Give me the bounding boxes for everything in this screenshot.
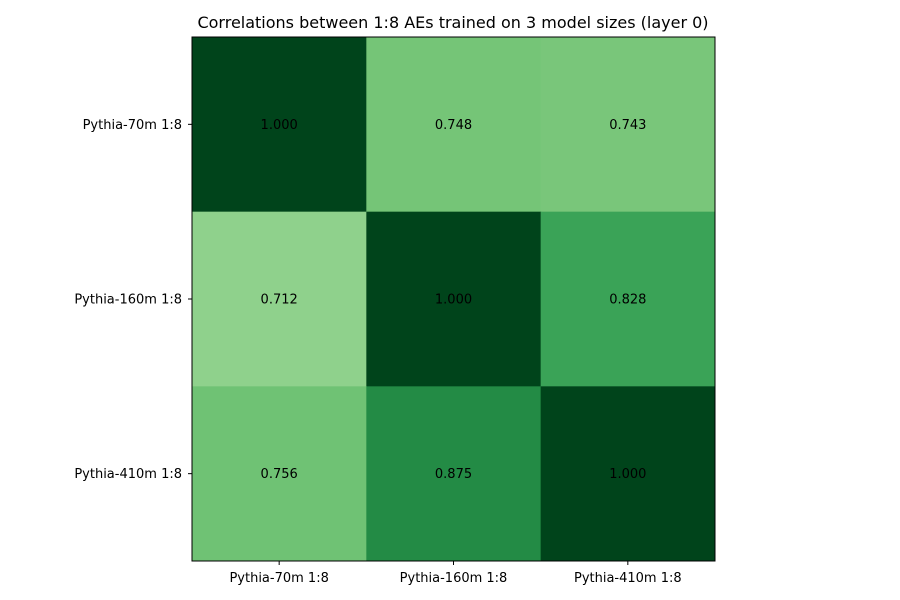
x-tick-label-pythia-160m-1-8: Pythia-160m 1:8 [400, 571, 508, 586]
y-tick-label-pythia-410m-1-8: Pythia-410m 1:8 [74, 467, 182, 482]
y-tick-label-pythia-160m-1-8: Pythia-160m 1:8 [74, 293, 182, 308]
cell-value-label-r1-c0: 0.712 [261, 293, 298, 308]
heatmap-cell-r0-c0 [192, 37, 367, 213]
heatmap-cell-r2-c2 [540, 386, 716, 562]
y-axis-ticks: Pythia-70m 1:8 Pythia-160m 1:8 Pythia-410m… [74, 118, 192, 482]
x-axis-ticks: Pythia-70m 1:8 Pythia-160m 1:8 Pythia-410m… [229, 561, 682, 586]
heatmap-cell-r1-c2 [540, 211, 716, 387]
heatmap-cells [192, 37, 716, 562]
heatmap-cell-r0-c2 [540, 37, 716, 213]
heatmap-cell-r1-c1 [366, 211, 542, 387]
heatmap-cell-r0-c1 [366, 37, 542, 213]
cell-value-label-r2-c2: 1.000 [609, 467, 646, 482]
heatmap-cell-r1-c0 [192, 211, 367, 387]
chart-title: Correlations between 1:8 AEs trained on … [197, 13, 708, 32]
cell-value-label-r0-c0: 1.000 [261, 118, 298, 133]
y-tick-label-pythia-70m-1-8: Pythia-70m 1:8 [83, 118, 182, 133]
cell-value-label-r0-c2: 0.743 [609, 118, 646, 133]
heatmap-cell-r2-c0 [192, 386, 367, 562]
cell-value-label-r1-c1: 1.000 [435, 293, 472, 308]
cell-value-label-r2-c1: 0.875 [435, 467, 472, 482]
x-tick-label-pythia-70m-1-8: Pythia-70m 1:8 [229, 571, 328, 586]
cell-value-label-r0-c1: 0.748 [435, 118, 472, 133]
x-tick-label-pythia-410m-1-8: Pythia-410m 1:8 [574, 571, 682, 586]
cell-value-label-r1-c2: 0.828 [609, 293, 646, 308]
heatmap-cell-labels: 1.000 0.748 0.743 0.712 1.000 0.828 0.756 0.875… [261, 118, 647, 482]
cell-value-label-r2-c0: 0.756 [261, 467, 298, 482]
plot-frame [191, 36, 716, 562]
heatmap-cell-r2-c1 [366, 386, 542, 562]
